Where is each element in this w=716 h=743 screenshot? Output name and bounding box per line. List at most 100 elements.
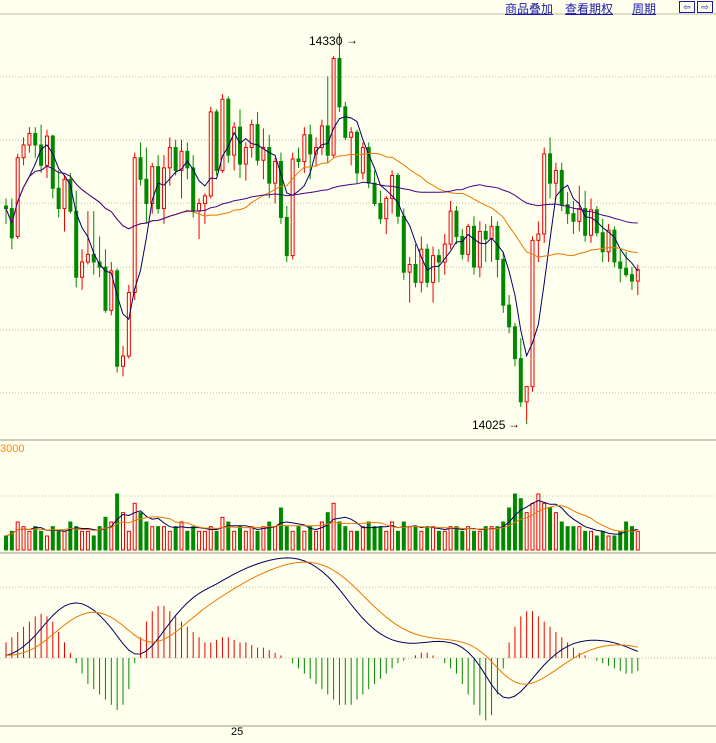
candle-body bbox=[302, 134, 307, 163]
volume-bar bbox=[629, 526, 634, 551]
candle-body bbox=[220, 98, 225, 171]
volume-bar bbox=[156, 526, 161, 551]
volume-bar bbox=[518, 498, 523, 551]
candle-body bbox=[126, 291, 131, 357]
candle-body bbox=[185, 150, 190, 169]
candle-body bbox=[21, 144, 26, 159]
volume-bar bbox=[501, 521, 506, 551]
candle-body bbox=[15, 157, 20, 238]
candle-body bbox=[512, 326, 517, 360]
candle-body bbox=[50, 135, 55, 189]
candle-body bbox=[278, 161, 283, 218]
volume-bar bbox=[583, 530, 588, 551]
volume-bar bbox=[226, 521, 231, 551]
volume-bar bbox=[600, 530, 605, 551]
candle-body bbox=[255, 124, 260, 161]
volume-bar bbox=[349, 530, 354, 551]
volume-bar bbox=[624, 521, 629, 551]
volume-bar bbox=[343, 526, 348, 551]
volume-bar bbox=[261, 526, 266, 551]
volume-bar bbox=[208, 526, 213, 551]
volume-bar bbox=[191, 526, 196, 551]
candle-body bbox=[144, 178, 149, 204]
volume-bar bbox=[360, 526, 365, 551]
candle-body bbox=[249, 124, 254, 149]
overlay-commodity-link[interactable]: 商品叠加 bbox=[505, 2, 554, 16]
candle-body bbox=[296, 158, 301, 163]
candle-body bbox=[284, 216, 289, 257]
volume-bar bbox=[4, 535, 8, 551]
candle-body bbox=[103, 266, 108, 311]
volume-bar bbox=[80, 530, 85, 551]
volume-bar bbox=[161, 526, 166, 551]
volume-bar bbox=[524, 512, 529, 551]
volume-bar bbox=[401, 521, 406, 551]
volume-bar bbox=[185, 530, 190, 551]
candle-body bbox=[56, 187, 61, 210]
volume-bar bbox=[530, 502, 535, 551]
volume-bar bbox=[167, 530, 172, 551]
volume-bar bbox=[103, 516, 108, 551]
candle-body bbox=[208, 111, 213, 197]
candle-body bbox=[565, 204, 570, 215]
volume-bar bbox=[425, 526, 430, 551]
volume-bar bbox=[85, 530, 90, 551]
candle-body bbox=[349, 131, 354, 138]
volume-bar bbox=[442, 530, 447, 551]
candle-body bbox=[109, 270, 114, 311]
period-link[interactable]: 周期 bbox=[632, 2, 657, 16]
volume-bar bbox=[33, 526, 38, 551]
candle-body bbox=[331, 58, 336, 156]
volume-bar bbox=[68, 521, 73, 551]
volume-bar bbox=[454, 526, 459, 551]
candle-body bbox=[460, 236, 465, 255]
candle-body bbox=[68, 178, 73, 212]
volume-bar bbox=[419, 530, 424, 551]
volume-bar bbox=[378, 526, 383, 551]
volume-bar bbox=[273, 526, 278, 551]
volume-bar bbox=[173, 526, 178, 551]
volume-bar bbox=[407, 526, 412, 551]
volume-bar bbox=[290, 530, 295, 551]
candle-body bbox=[360, 147, 365, 174]
candle-body bbox=[378, 202, 383, 220]
volume-bar bbox=[448, 526, 453, 551]
volume-bar bbox=[56, 530, 61, 551]
candle-body bbox=[612, 229, 617, 263]
candle-body bbox=[466, 225, 471, 255]
candle-body bbox=[635, 269, 640, 282]
candle-body bbox=[472, 225, 476, 268]
volume-bar bbox=[62, 530, 67, 551]
candle-body bbox=[501, 258, 506, 306]
volume-bar bbox=[553, 512, 558, 551]
candle-body bbox=[548, 153, 553, 184]
nav-next-icon[interactable]: ⇨ bbox=[697, 1, 713, 13]
volume-bar bbox=[97, 526, 102, 551]
volume-bar bbox=[21, 526, 26, 551]
candle-body bbox=[115, 270, 120, 367]
volume-bar bbox=[267, 521, 272, 551]
volume-bar bbox=[395, 530, 400, 551]
volume-bar bbox=[331, 502, 336, 551]
candle-body bbox=[319, 125, 324, 149]
volume-bar bbox=[565, 526, 570, 551]
view-options-link[interactable]: 查看期权 bbox=[565, 2, 614, 16]
volume-bar bbox=[495, 526, 500, 551]
volume-bar bbox=[413, 526, 418, 551]
candle-body bbox=[413, 264, 418, 283]
volume-bar bbox=[44, 535, 49, 551]
candle-body bbox=[542, 153, 547, 235]
volume-bar bbox=[366, 521, 371, 551]
volume-bar bbox=[220, 516, 225, 551]
candle-body bbox=[173, 147, 178, 171]
nav-prev-icon[interactable]: ⇦ bbox=[679, 1, 695, 13]
candle-body bbox=[395, 174, 400, 217]
volume-bar bbox=[548, 507, 553, 551]
volume-bar bbox=[355, 530, 359, 551]
volume-bar bbox=[278, 507, 283, 551]
date-tick-label: 25 bbox=[231, 726, 244, 738]
volume-bar bbox=[197, 530, 202, 551]
candle-body bbox=[167, 147, 172, 169]
volume-bar bbox=[202, 530, 207, 551]
